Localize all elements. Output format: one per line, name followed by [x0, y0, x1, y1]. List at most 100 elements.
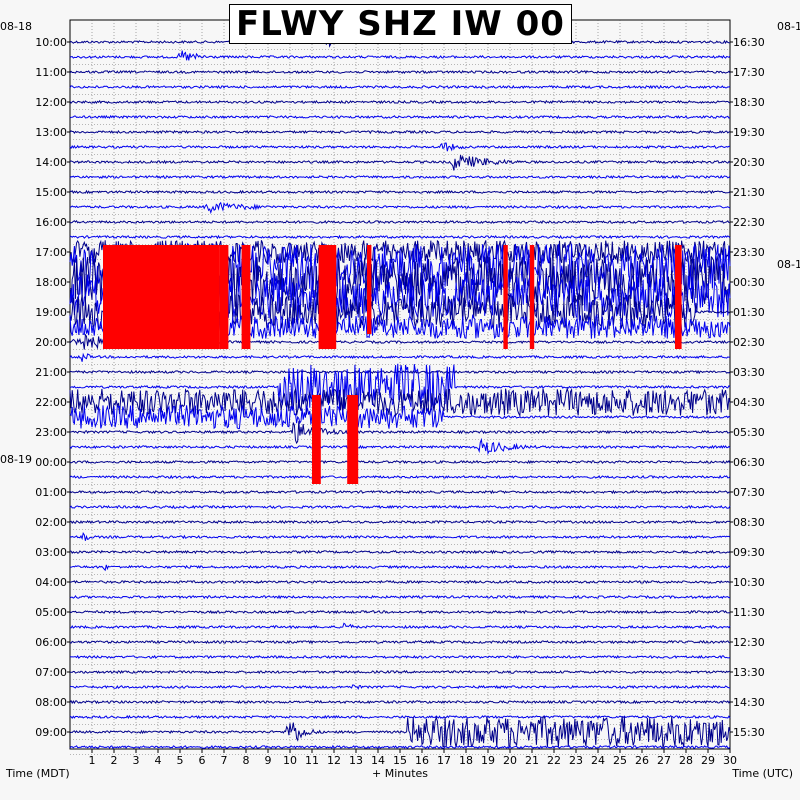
trace-row [69, 622, 731, 630]
right-date-top: 08-1 [777, 20, 800, 33]
x-tick-label: 20 [503, 754, 517, 767]
left-hour-label: 03:00 [35, 546, 67, 559]
left-hour-label: 19:00 [35, 306, 67, 319]
right-hour-label: 22:30 [733, 216, 765, 229]
trace-row [69, 352, 731, 362]
x-tick-label: 13 [349, 754, 363, 767]
trace-row [69, 129, 731, 135]
left-hour-label: 23:00 [35, 426, 67, 439]
left-hour-label: 22:00 [35, 396, 67, 409]
trace-row [69, 531, 731, 541]
trace-row [69, 99, 731, 105]
x-tick-label: 2 [111, 754, 118, 767]
left-hour-label: 08:00 [35, 696, 67, 709]
clip-segment [503, 245, 508, 349]
right-hour-label: 19:30 [733, 126, 765, 139]
left-hour-label: 07:00 [35, 666, 67, 679]
right-hour-label: 12:30 [733, 636, 765, 649]
clip-segment [367, 245, 372, 334]
clip-segment [675, 245, 682, 349]
left-hour-label: 06:00 [35, 636, 67, 649]
x-tick-label: 26 [635, 754, 649, 767]
left-hour-label: 04:00 [35, 576, 67, 589]
right-hour-label: 21:30 [733, 186, 765, 199]
trace-row [69, 421, 731, 445]
clip-segment [103, 245, 220, 349]
x-tick-label: 5 [177, 754, 184, 767]
trace-row [69, 363, 731, 411]
clipped-segments [103, 245, 682, 484]
trace-row [69, 564, 731, 572]
left-hour-label: 17:00 [35, 246, 67, 259]
x-tick-label: 19 [481, 754, 495, 767]
right-axis-label: Time (UTC) [731, 767, 793, 780]
trace-row [69, 699, 731, 705]
left-date-top: 08-18 [0, 20, 32, 33]
left-axis-label: Time (MDT) [5, 767, 70, 780]
left-hour-label: 16:00 [35, 216, 67, 229]
left-hour-label: 18:00 [35, 276, 67, 289]
x-tick-label: 6 [199, 754, 206, 767]
right-hour-label: 03:30 [733, 366, 765, 379]
left-hour-label: 13:00 [35, 126, 67, 139]
x-tick-label: 25 [613, 754, 627, 767]
x-tick-label: 16 [415, 754, 429, 767]
left-hour-label: 01:00 [35, 486, 67, 499]
x-tick-label: 22 [547, 754, 561, 767]
x-tick-label: 7 [221, 754, 228, 767]
right-hour-label: 18:30 [733, 96, 765, 109]
x-axis-ticks: 1 2 3 4 5 6 7 8 9 10 11 12 13 14 15 16 17 18 19 20 21 22 23 24 2… [89, 749, 737, 767]
trace-row [69, 714, 731, 720]
right-hour-label: 08:30 [733, 516, 765, 529]
x-tick-label: 3 [133, 754, 140, 767]
trace-row [69, 459, 731, 465]
left-hour-label: 09:00 [35, 726, 67, 739]
left-hour-label: 05:00 [35, 606, 67, 619]
trace-row [69, 234, 731, 240]
trace-row [69, 404, 731, 430]
chart-title: FLWY SHZ IW 00 [236, 4, 565, 44]
trace-row [69, 489, 731, 495]
x-tick-label: 10 [283, 754, 297, 767]
left-date-mid: 08-19 [0, 453, 32, 466]
x-tick-label: 1 [89, 754, 96, 767]
clip-segment [347, 395, 359, 484]
seismic-traces [69, 36, 731, 750]
x-tick-label: 18 [459, 754, 473, 767]
trace-row [69, 549, 731, 555]
left-hour-label: 14:00 [35, 156, 67, 169]
trace-row [69, 654, 731, 660]
x-tick-label: 21 [525, 754, 539, 767]
clip-segment [241, 245, 251, 349]
trace-row [69, 219, 731, 225]
trace-row [69, 519, 731, 525]
clip-segment [219, 245, 229, 349]
right-hour-label: 11:30 [733, 606, 765, 619]
x-tick-label: 12 [327, 754, 341, 767]
right-hour-label: 09:30 [733, 546, 765, 559]
x-tick-label: 8 [243, 754, 250, 767]
right-hour-label: 02:30 [733, 336, 765, 349]
x-axis-label: + Minutes [372, 767, 428, 780]
trace-row [69, 189, 731, 195]
right-hour-label: 17:30 [733, 66, 765, 79]
left-hour-label: 15:00 [35, 186, 67, 199]
right-hour-label: 20:30 [733, 156, 765, 169]
left-hour-label: 11:00 [35, 66, 67, 79]
x-tick-label: 29 [701, 754, 715, 767]
trace-row [69, 50, 731, 61]
left-hour-label: 00:00 [35, 456, 67, 469]
x-tick-label: 23 [569, 754, 583, 767]
x-tick-label: 27 [657, 754, 671, 767]
right-hour-label: 05:30 [733, 426, 765, 439]
right-hour-label: 00:30 [733, 276, 765, 289]
left-hour-labels: 10:00 11:00 12:00 13:00 14:00 15:00 16:00 17:00… [35, 36, 70, 739]
x-tick-label: 28 [679, 754, 693, 767]
x-tick-label: 4 [155, 754, 162, 767]
right-hour-label: 06:30 [733, 456, 765, 469]
right-hour-label: 15:30 [733, 726, 765, 739]
x-tick-label: 11 [305, 754, 319, 767]
right-hour-label: 04:30 [733, 396, 765, 409]
x-tick-label: 9 [265, 754, 272, 767]
trace-row [69, 716, 731, 748]
